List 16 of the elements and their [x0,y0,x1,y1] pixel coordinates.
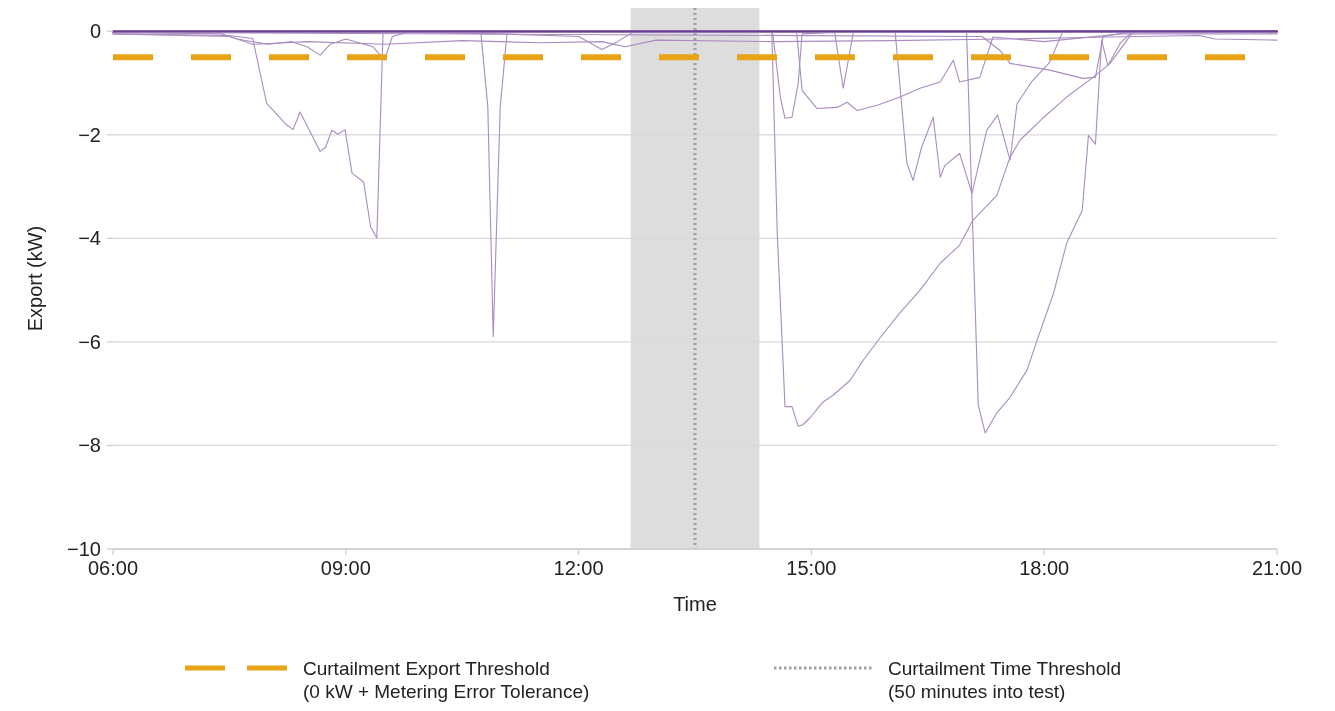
x-tick-label: 18:00 [1019,557,1070,579]
y-tick-label: −8 [78,434,101,457]
legend-label: Curtailment Export Threshold (0 kW + Metering Error Tolerance) [303,657,590,703]
x-tick-label: 21:00 [1251,557,1303,579]
x-axis-title: Time [673,593,717,615]
x-tick-label: 06:00 [87,557,139,579]
y-tick-label: −6 [78,330,101,353]
y-axis-title: Export (kW) [24,225,46,332]
x-tick-label: 09:00 [320,557,371,579]
y-tick-label: −2 [78,123,101,146]
x-tick-label: 12:00 [553,557,604,579]
x-tick-label: 15:00 [786,557,837,579]
y-tick-label: −4 [78,227,101,250]
y-tick-label: −10 [67,538,101,560]
legend-label: Curtailment Time Threshold (50 minutes into test) [888,657,1122,703]
y-tick-label: 0 [89,20,101,43]
